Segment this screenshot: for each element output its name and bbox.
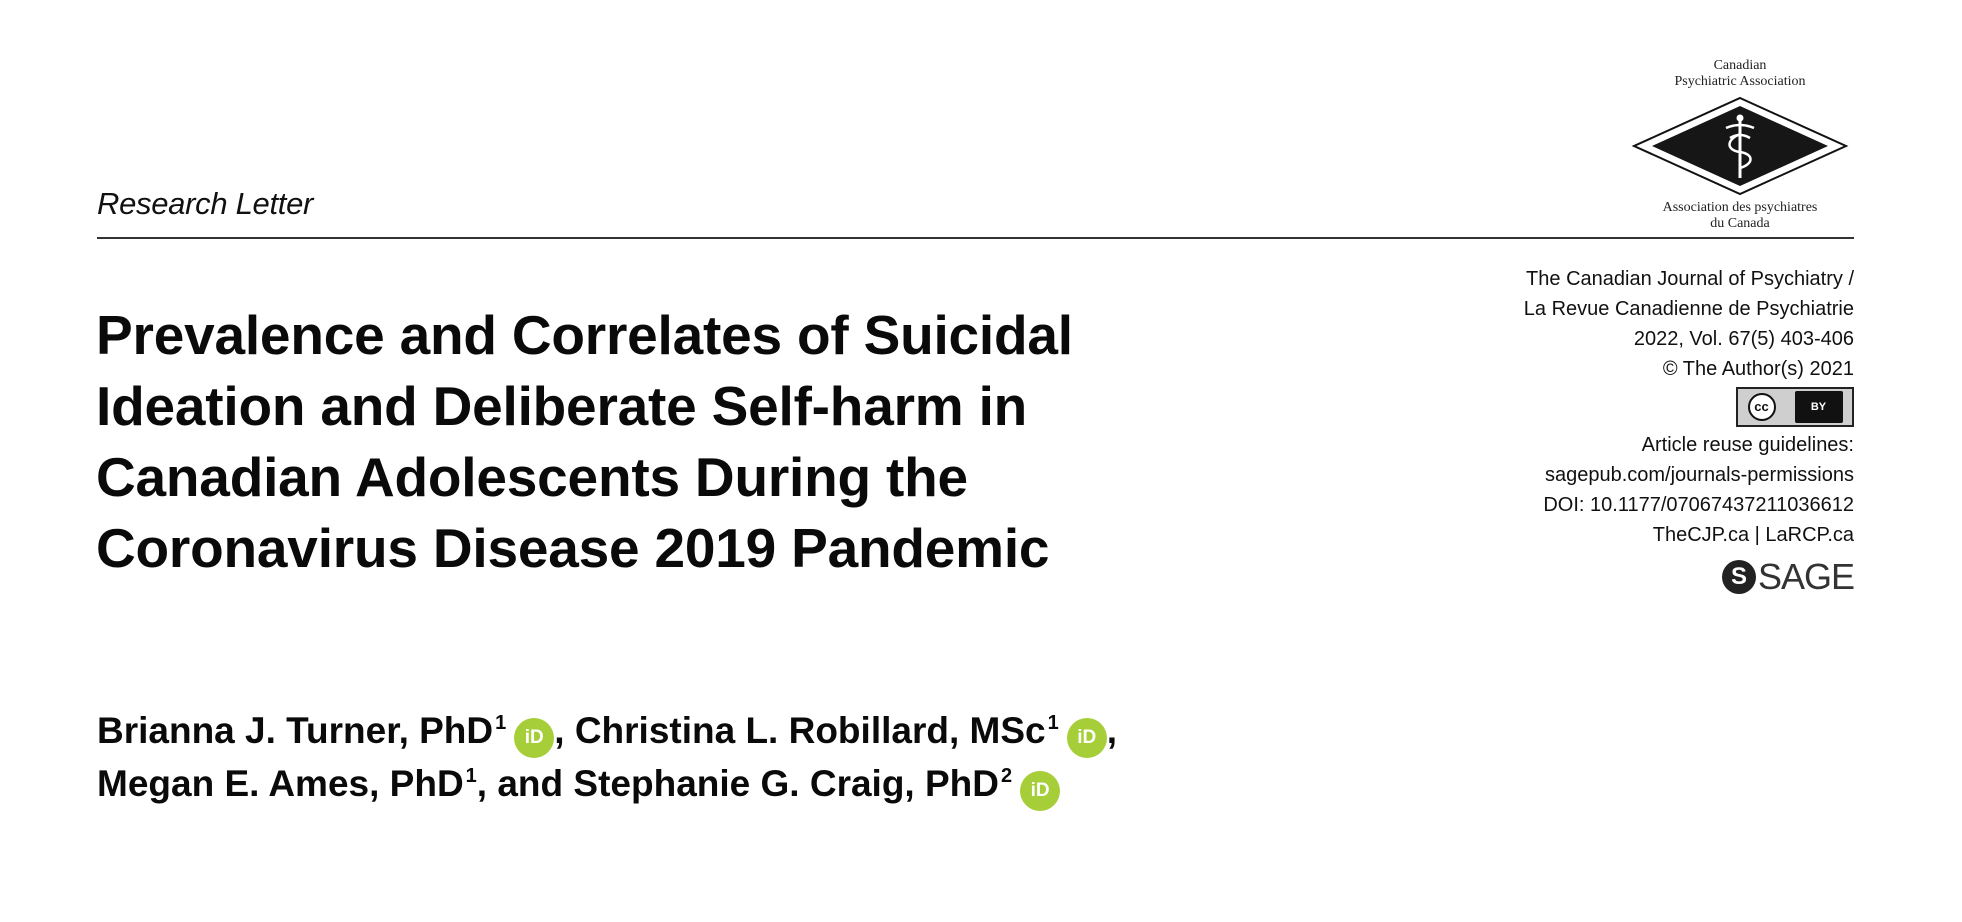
logo-top-text: Canadian Psychiatric Association	[1630, 58, 1850, 90]
caduceus-diamond-logo-icon	[1631, 96, 1849, 196]
reuse-label: Article reuse guidelines:	[1641, 434, 1854, 456]
reuse-link[interactable]: sagepub.com/journals-permissions	[1544, 464, 1854, 486]
journal-name-en: The Canadian Journal of Psychiatry /	[1526, 268, 1854, 290]
logo-top-line-1: Canadian	[1713, 58, 1767, 73]
affiliation-sup: 1	[495, 712, 507, 734]
author-list: Brianna J. Turner, PhD 1iD, Christina L. …	[97, 705, 1397, 811]
orcid-icon[interactable]: iD	[1020, 771, 1061, 811]
copyright: © The Author(s) 2021	[1662, 358, 1854, 380]
orcid-icon[interactable]: iD	[514, 718, 555, 758]
journal-metadata: The Canadian Journal of Psychiatry / La …	[1380, 264, 1855, 597]
creative-commons-by-icon[interactable]: cc BY	[1736, 387, 1854, 427]
article-title: Prevalence and Correlates of Suicidal Id…	[96, 300, 1336, 584]
cc-circle-icon: cc	[1747, 393, 1776, 421]
logo-bottom-line-1: Association des psychiatres	[1662, 200, 1818, 215]
comma: ,	[1106, 710, 1117, 751]
publisher-logo: S SAGE	[1380, 556, 1855, 597]
title-line-3: Canadian Adolescents During the	[96, 446, 968, 508]
comma: ,	[554, 710, 565, 751]
journal-name-fr: La Revue Canadienne de Psychiatrie	[1523, 298, 1854, 320]
header-rule	[97, 237, 1854, 239]
and-word: and	[497, 763, 564, 804]
orcid-icon[interactable]: iD	[1066, 718, 1107, 758]
title-line-1: Prevalence and Correlates of Suicidal	[96, 304, 1073, 366]
logo-bottom-line-2: du Canada	[1710, 216, 1770, 231]
doi[interactable]: DOI: 10.1177/07067437211036612	[1543, 494, 1854, 516]
logo-bottom-text: Association des psychiatres du Canada	[1630, 200, 1850, 232]
society-logo: Canadian Psychiatric Association Associa…	[1630, 58, 1850, 232]
sage-s-icon: S	[1721, 560, 1756, 594]
affiliation-sup: 2	[1001, 765, 1013, 787]
title-line-4: Coronavirus Disease 2019 Pandemic	[96, 517, 1050, 579]
comma: ,	[476, 763, 488, 804]
logo-top-line-2: Psychiatric Association	[1674, 74, 1806, 89]
article-type-label: Research Letter	[97, 186, 314, 221]
title-line-2: Ideation and Deliberate Self-harm in	[96, 375, 1028, 437]
by-attribution-icon: BY	[1794, 391, 1843, 423]
affiliation-sup: 1	[1047, 712, 1059, 734]
affiliation-sup: 1	[465, 765, 477, 787]
license-row: cc BY	[1380, 384, 1854, 430]
publisher-name: SAGE	[1757, 556, 1855, 597]
author-name: Stephanie G. Craig, PhD	[573, 763, 999, 804]
author-line-1: Brianna J. Turner, PhD 1iD, Christina L. …	[97, 705, 1397, 758]
volume-info: 2022, Vol. 67(5) 403-406	[1633, 328, 1854, 350]
journal-sites-link[interactable]: TheCJP.ca | LaRCP.ca	[1652, 524, 1854, 546]
author-name: Christina L. Robillard, MSc	[574, 710, 1046, 751]
author-line-2: Megan E. Ames, PhD 1, and Stephanie G. Cr…	[97, 758, 1397, 811]
author-name: Megan E. Ames, PhD	[97, 763, 464, 804]
author-name: Brianna J. Turner, PhD	[97, 710, 494, 751]
